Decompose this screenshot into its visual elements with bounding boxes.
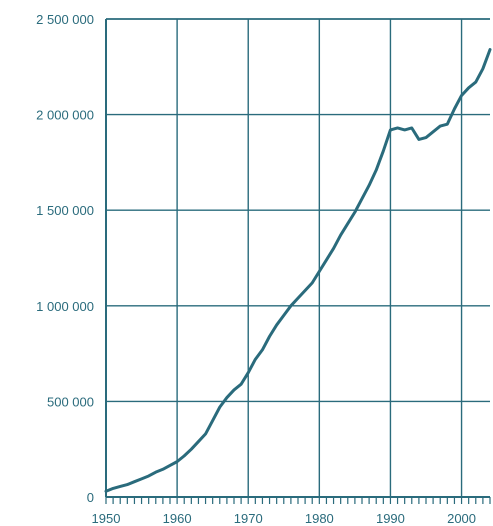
x-tick-labels: 1950 1960 1970 1980 1990 2000 (92, 511, 476, 526)
y-tick-label: 1 000 000 (36, 299, 94, 314)
x-tick-label: 1990 (376, 511, 405, 526)
y-tick-label: 1 500 000 (36, 203, 94, 218)
gridlines (106, 18, 490, 497)
axes (105, 19, 490, 498)
x-minor-ticks (105, 497, 491, 504)
series-line-0 (104, 48, 492, 493)
x-tick-label: 1950 (92, 511, 121, 526)
y-tick-label: 500 000 (47, 394, 94, 409)
x-tick-label: 1980 (305, 511, 334, 526)
y-tick-label: 2 000 000 (36, 108, 94, 123)
series-group (104, 48, 492, 493)
x-tick-label: 1960 (163, 511, 192, 526)
y-tick-label: 0 (87, 490, 94, 505)
y-tick-labels: 0 500 000 1 000 000 1 500 000 2 000 000 2 500… (36, 12, 94, 505)
x-tick-label: 2000 (447, 511, 476, 526)
y-tick-label: 2 500 000 (36, 12, 94, 27)
x-tick-label: 1970 (234, 511, 263, 526)
